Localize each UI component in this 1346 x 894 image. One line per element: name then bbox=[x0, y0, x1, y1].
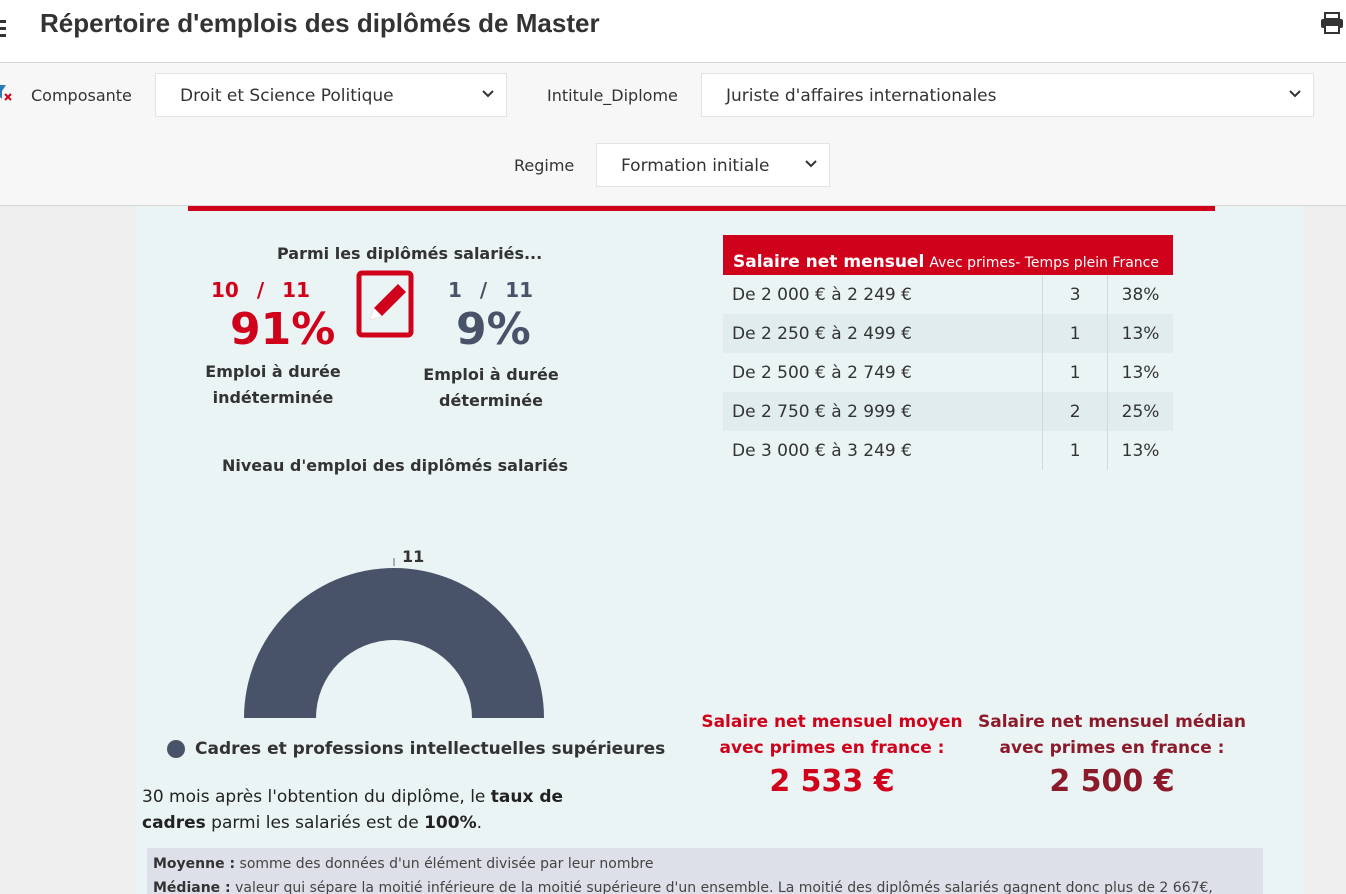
section-divider bbox=[188, 206, 1215, 211]
cadres-rate-text: 30 mois après l'obtention du diplôme, le… bbox=[142, 787, 564, 833]
mean-salary-title: Salaire net mensuel moyen avec primes en … bbox=[701, 712, 963, 758]
definition-mediane: Médiane : valeur qui sépare la moitié in… bbox=[153, 880, 1213, 894]
salary-range: De 2 000 € à 2 249 € bbox=[732, 284, 912, 305]
salary-count: 1 bbox=[1042, 431, 1108, 470]
salary-count: 1 bbox=[1042, 353, 1108, 392]
page-title: Répertoire d'emplois des diplômés de Mas… bbox=[40, 8, 600, 38]
salary-range: De 2 750 € à 2 999 € bbox=[723, 392, 1043, 431]
salary-count: 2 bbox=[1042, 392, 1108, 431]
salary-table-header: Salaire net mensuel Avec primes- Temps p… bbox=[723, 235, 1173, 275]
table-row: De 2 250 € à 2 499 €1 13% bbox=[723, 314, 1173, 353]
salary-range: De 2 250 € à 2 499 € bbox=[723, 314, 1043, 353]
cdi-percent: 91% bbox=[230, 304, 336, 355]
table-row: De 2 000 € à 2 249 € 3 38% bbox=[723, 275, 1173, 314]
salary-percent: 25% bbox=[1107, 392, 1173, 431]
salary-percent: 13% bbox=[1107, 353, 1173, 392]
intitule-label: Intitule_Diplome bbox=[547, 86, 678, 105]
chevron-down-icon bbox=[805, 160, 817, 168]
chart-title: Niveau d'emploi des diplômés salariés bbox=[222, 456, 569, 475]
composante-value: Droit et Science Politique bbox=[180, 86, 394, 106]
cdi-ratio: 10/11 bbox=[211, 278, 310, 302]
salary-table: De 2 000 € à 2 249 € 3 38% De 2 250 € à 2 … bbox=[723, 275, 1173, 470]
chevron-down-icon bbox=[1289, 90, 1301, 98]
chevron-down-icon bbox=[482, 90, 494, 98]
legend-label: Cadres et professions intellectuelles su… bbox=[195, 739, 666, 759]
employment-level-chart: 11 bbox=[244, 547, 544, 718]
contract-edit-icon bbox=[356, 270, 414, 338]
table-row: De 3 000 € à 3 249 € 1 13% bbox=[723, 431, 1173, 470]
definitions-box: Moyenne : somme des données d'un élément… bbox=[147, 848, 1263, 894]
median-salary-value: 2 500 € bbox=[1049, 764, 1175, 799]
contracts-title: Parmi les diplômés salariés... bbox=[277, 244, 543, 263]
definition-moyenne: Moyenne : somme des données d'un élément… bbox=[153, 856, 654, 872]
intitule-value: Juriste d'affaires internationales bbox=[726, 86, 997, 106]
salary-range: De 2 500 € à 2 749 € bbox=[732, 362, 912, 383]
composante-select[interactable]: Droit et Science Politique bbox=[155, 73, 507, 117]
cdi-label: Emploi à durée indéterminée bbox=[205, 362, 341, 407]
cdd-ratio: 1/11 bbox=[448, 278, 534, 302]
legend-swatch bbox=[167, 740, 185, 758]
filter-bar: Composante Droit et Science Politique In… bbox=[0, 63, 1346, 206]
regime-label: Regime bbox=[514, 156, 575, 175]
salary-percent: 13% bbox=[1107, 314, 1173, 353]
table-row: De 2 750 € à 2 999 €2 25% bbox=[723, 392, 1173, 431]
cdd-label: Emploi à durée déterminée bbox=[423, 365, 559, 410]
hamburger-icon[interactable] bbox=[0, 16, 6, 40]
salary-range: De 3 000 € à 3 249 € bbox=[732, 440, 912, 461]
salary-count: 1 bbox=[1042, 314, 1108, 353]
median-salary-title: Salaire net mensuel médian avec primes en… bbox=[977, 712, 1246, 758]
salary-count: 3 bbox=[1042, 275, 1108, 314]
salary-percent: 13% bbox=[1107, 431, 1173, 470]
chart-data-label: 11 bbox=[402, 547, 424, 566]
cdd-percent: 9% bbox=[456, 304, 531, 355]
composante-label: Composante bbox=[31, 86, 132, 105]
regime-select[interactable]: Formation initiale bbox=[596, 143, 830, 187]
mean-salary-value: 2 533 € bbox=[769, 764, 895, 799]
intitule-select[interactable]: Juriste d'affaires internationales bbox=[701, 73, 1314, 117]
filter-clear-icon[interactable] bbox=[0, 83, 12, 101]
printer-icon[interactable] bbox=[1320, 12, 1344, 34]
regime-value: Formation initiale bbox=[621, 156, 770, 176]
chart-slice bbox=[244, 568, 544, 718]
table-row: De 2 500 € à 2 749 € 1 13% bbox=[723, 353, 1173, 392]
salary-percent: 38% bbox=[1107, 275, 1173, 314]
top-bar: Répertoire d'emplois des diplômés de Mas… bbox=[0, 0, 1346, 63]
